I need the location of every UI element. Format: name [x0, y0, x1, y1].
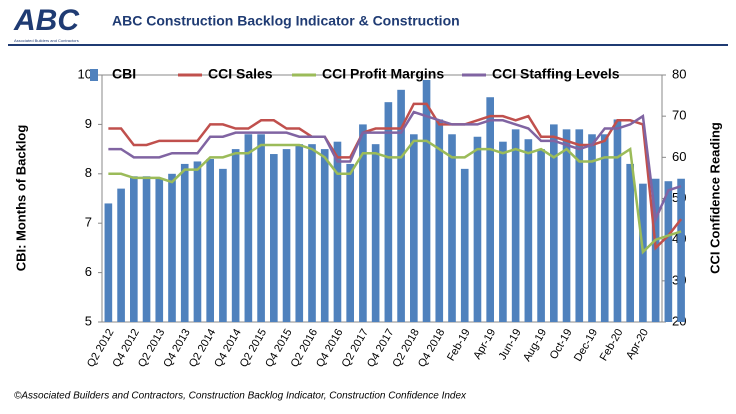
bar [626, 163, 634, 322]
y2-tick-label: 80 [672, 66, 686, 81]
bar [448, 134, 456, 322]
bar [562, 129, 571, 322]
bar [320, 149, 329, 322]
bar [473, 136, 482, 322]
y-axis-label: CBI: Months of Backlog [13, 125, 28, 272]
y-tick-label: 10 [78, 66, 92, 81]
legend-label: CBI [112, 66, 136, 82]
bar [524, 139, 533, 322]
bar [588, 134, 596, 322]
bar [550, 124, 558, 323]
header-rule [8, 44, 728, 46]
bar [499, 141, 507, 322]
legend-label: CCI Profit Margins [322, 66, 444, 82]
bar [664, 181, 673, 322]
bar [219, 168, 227, 322]
bar [600, 134, 609, 322]
legend-label: CCI Staffing Levels [492, 66, 620, 82]
line [108, 139, 682, 255]
bar [371, 144, 380, 322]
bar [295, 144, 304, 322]
bar [486, 97, 494, 322]
bar [142, 176, 151, 322]
bar [384, 102, 393, 322]
logo: ABC [13, 4, 80, 37]
bar [206, 158, 214, 322]
bar [359, 124, 367, 323]
bar [244, 134, 253, 322]
bar [435, 119, 444, 323]
bar [308, 144, 316, 322]
bar [193, 161, 202, 322]
bar [422, 79, 431, 322]
bar [270, 154, 278, 322]
y-tick-label: 7 [85, 215, 92, 230]
y2-axis-label: CCI Confidence Reading [707, 122, 722, 274]
line [108, 102, 683, 251]
y-tick-label: 9 [85, 116, 92, 131]
bar [282, 149, 291, 322]
bar [117, 188, 125, 322]
y-tick-label: 5 [85, 313, 92, 328]
bar [511, 129, 520, 322]
bar [333, 141, 342, 322]
y2-tick-label: 60 [672, 149, 686, 164]
bar [397, 89, 405, 322]
bar [155, 178, 164, 322]
bar [130, 176, 138, 322]
bar [575, 129, 584, 322]
bar [104, 203, 113, 322]
y2-tick-label: 70 [672, 108, 686, 123]
legend-swatch [90, 69, 98, 81]
chart-title: ABC Construction Backlog Indicator & Con… [112, 13, 460, 29]
legend-label: CCI Sales [208, 66, 273, 82]
bar [677, 178, 685, 322]
source: ©Associated Builders and Contractors, Co… [14, 391, 467, 402]
line [108, 110, 682, 224]
bar [537, 149, 545, 322]
bar [168, 173, 176, 322]
logo-subtext: Associated Builders and Contractors [14, 38, 79, 43]
bar [410, 134, 418, 322]
bar [180, 163, 189, 322]
y-tick-label: 8 [85, 165, 92, 180]
bar [613, 119, 622, 323]
bar [651, 178, 660, 322]
bar [231, 149, 240, 322]
y-tick-label: 6 [85, 264, 92, 279]
bar [460, 168, 469, 322]
bar [346, 163, 354, 322]
bar [257, 134, 265, 322]
